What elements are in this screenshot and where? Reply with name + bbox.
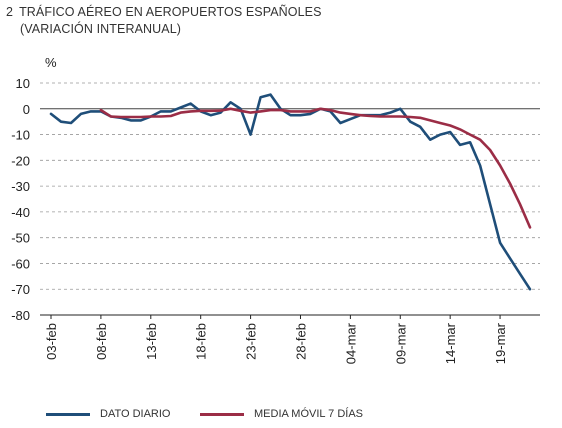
- legend-label-moving-average: MEDIA MÓVIL 7 DÍAS: [254, 408, 364, 420]
- x-tick-label: 13-feb: [144, 323, 159, 360]
- moving-average-series-line: [99, 107, 532, 229]
- y-tick-label: -30: [11, 179, 30, 194]
- legend-item-daily: DATO DIARIO: [46, 408, 171, 420]
- y-axis-unit-label: %: [45, 55, 57, 70]
- x-tick-label: 19-mar: [493, 322, 508, 364]
- y-tick-label: -80: [11, 308, 30, 323]
- chart-title-line2: (VARIACIÓN INTERANUAL): [20, 22, 182, 36]
- y-tick-label: -20: [11, 153, 30, 168]
- y-tick-label: 10: [16, 76, 30, 91]
- x-tick-label: 18-feb: [194, 323, 209, 360]
- series-lines: [49, 93, 532, 291]
- x-tick-label: 03-feb: [44, 323, 59, 360]
- x-tick-label: 04-mar: [343, 322, 358, 364]
- x-tick-label: 23-feb: [244, 323, 259, 360]
- y-tick-label: -10: [11, 128, 30, 143]
- y-tick-label: 0: [23, 102, 30, 117]
- gridlines: [40, 82, 540, 316]
- legend-label-daily: DATO DIARIO: [100, 408, 171, 420]
- y-tick-label: -60: [11, 256, 30, 271]
- x-tick-label: 08-feb: [94, 323, 109, 360]
- y-tick-label: -50: [11, 231, 30, 246]
- x-tick-label: 14-mar: [443, 322, 458, 364]
- chart-title: 2 TRÁFICO AÉREO EN AEROPUERTOS ESPAÑOLES …: [6, 4, 322, 38]
- x-tick-label: 09-mar: [393, 322, 408, 364]
- y-axis-ticks: 10 0 -10 -20 -30 -40 -50 -60 -70 -80: [11, 76, 30, 323]
- chart-title-line1: TRÁFICO AÉREO EN AEROPUERTOS ESPAÑOLES: [19, 5, 322, 19]
- daily-series-line: [49, 93, 532, 291]
- y-tick-label: -40: [11, 205, 30, 220]
- y-tick-label: -70: [11, 282, 30, 297]
- x-tick-label: 28-feb: [293, 323, 308, 360]
- legend-swatch-moving-average: [200, 412, 244, 416]
- x-axis-ticks: 03-feb 08-feb 13-feb 18-feb 23-feb 28-feb 04-m…: [44, 315, 508, 364]
- legend-item-moving-average: MEDIA MÓVIL 7 DÍAS: [200, 408, 363, 420]
- chart-number: 2: [6, 5, 14, 19]
- legend-swatch-daily: [46, 412, 90, 416]
